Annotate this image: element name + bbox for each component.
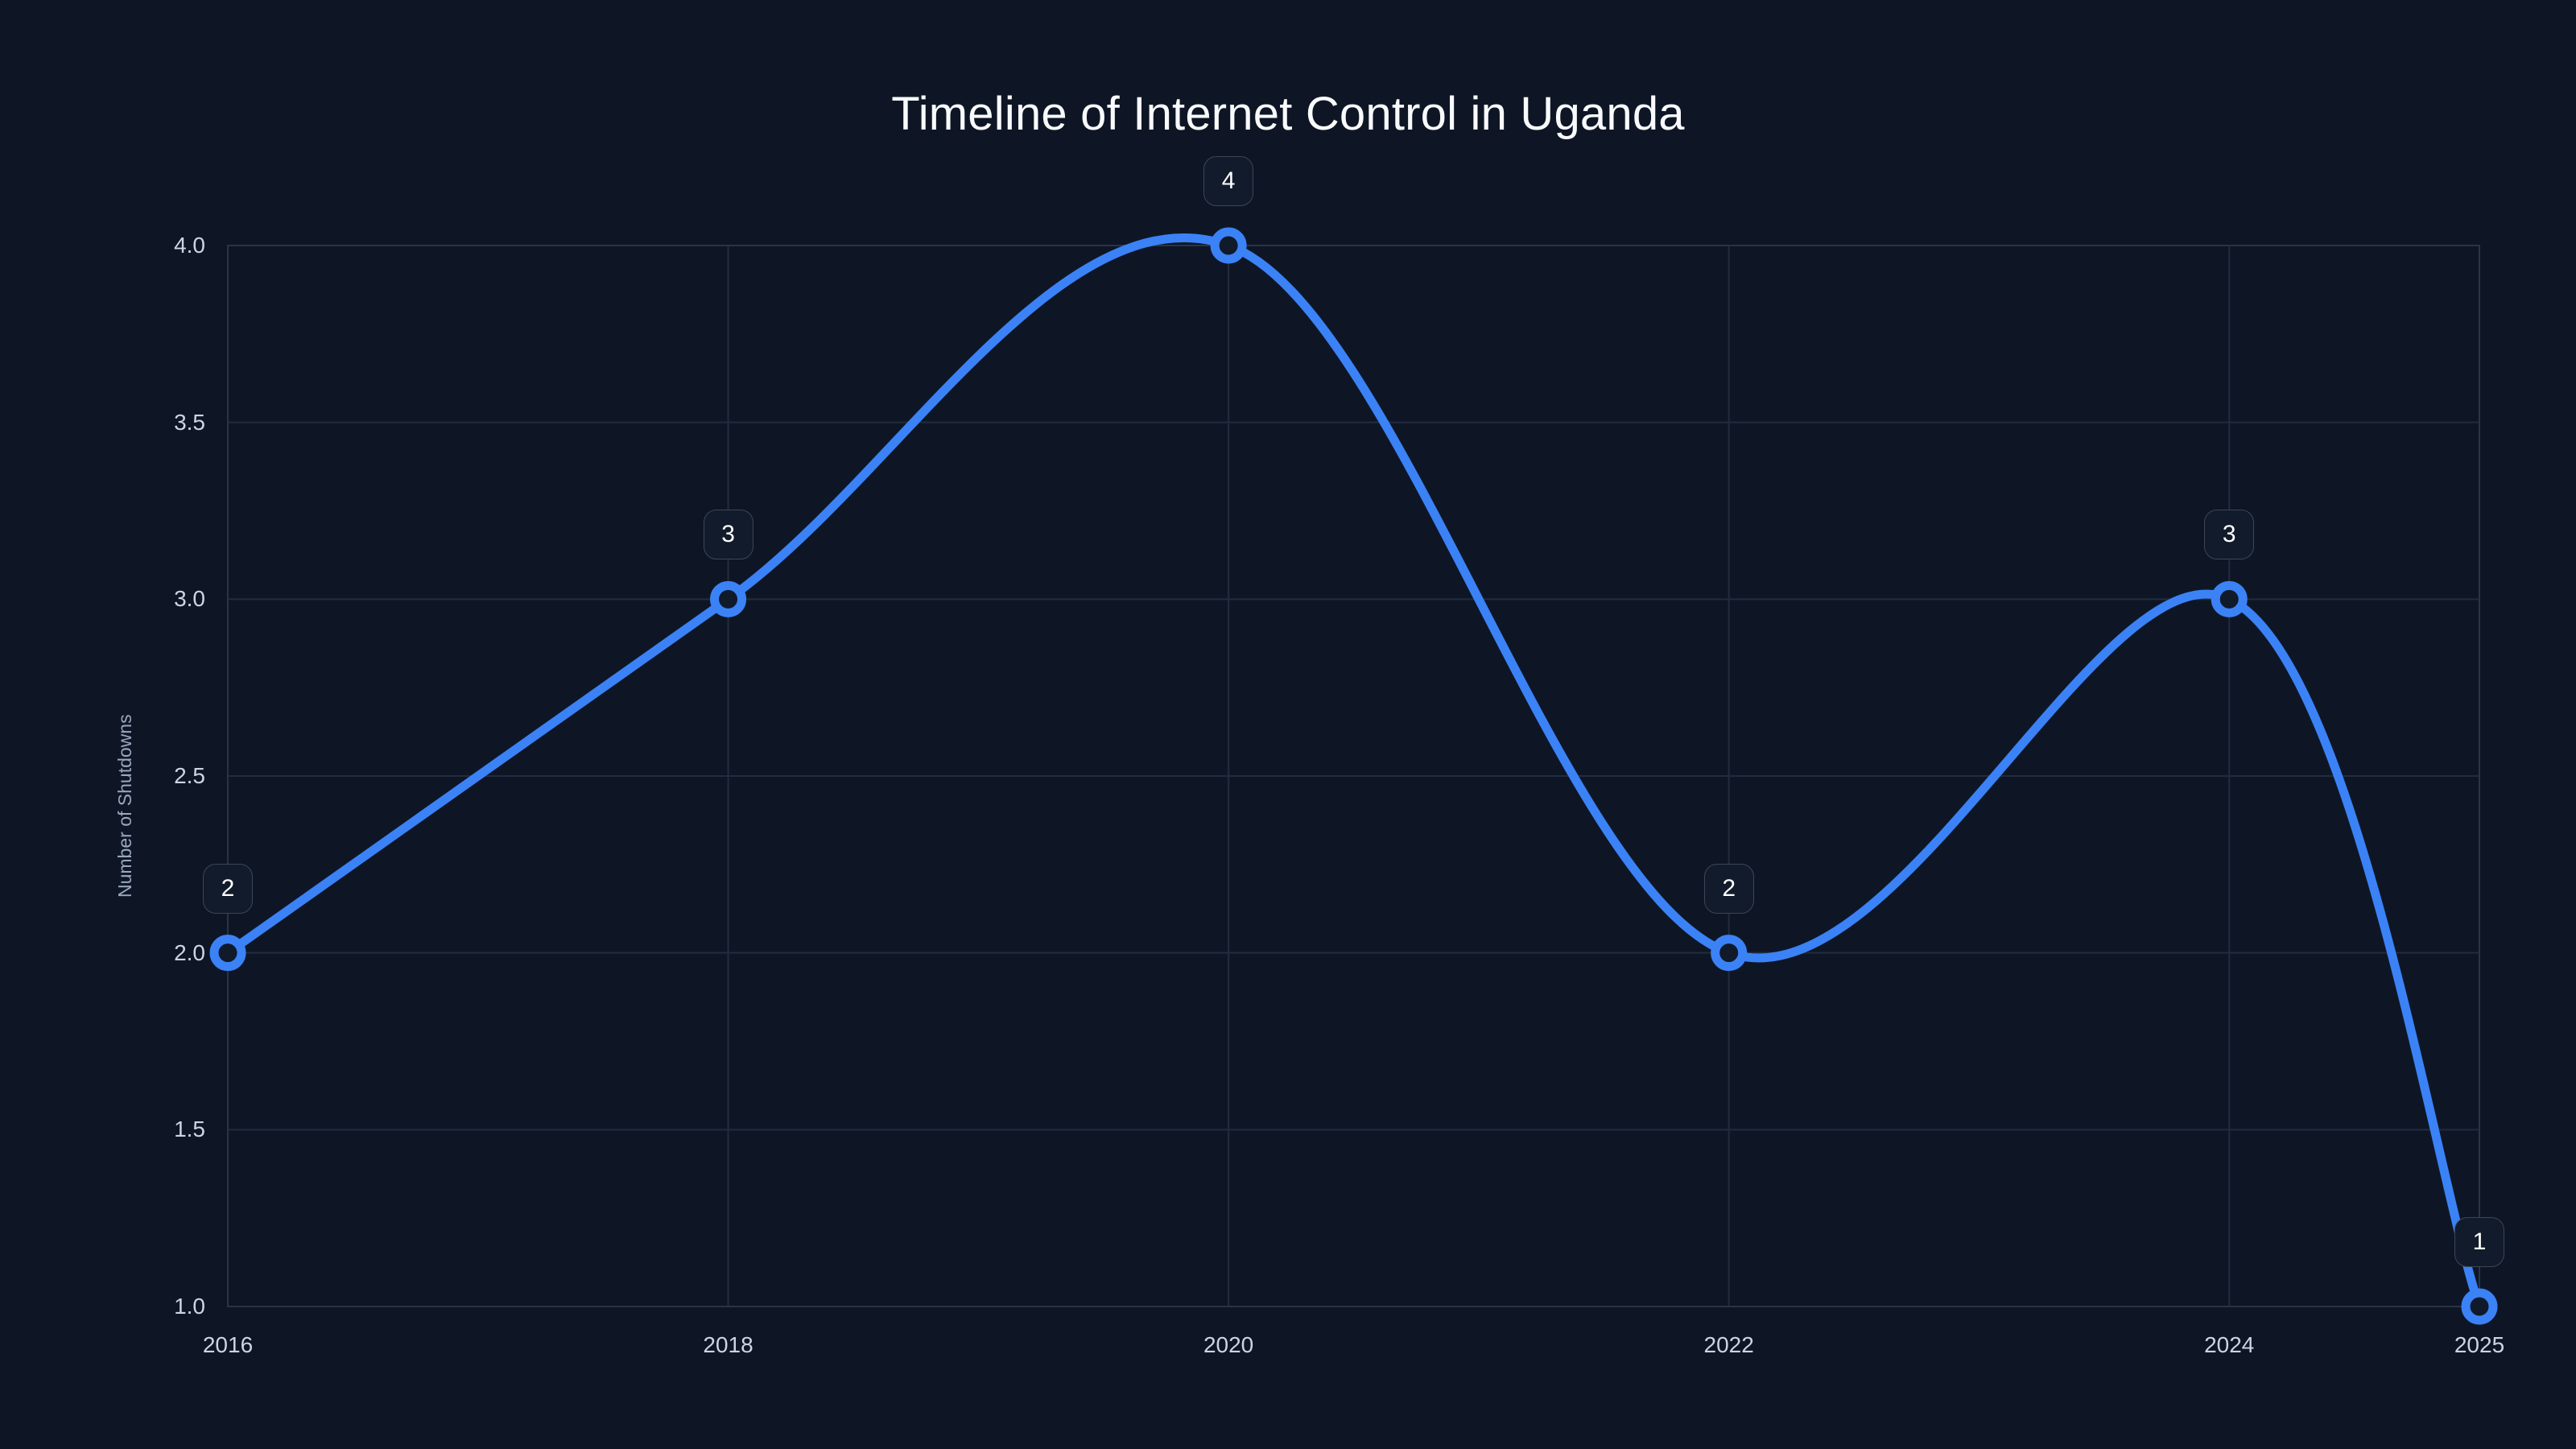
chart-title: Timeline of Internet Control in Uganda <box>891 88 1685 140</box>
x-tick-label: 2016 <box>202 1332 254 1357</box>
y-tick-label: 1.0 <box>174 1294 205 1319</box>
y-tick-label: 3.0 <box>174 586 205 612</box>
data-point-value-badge: 2 <box>1703 863 1754 914</box>
plot-border <box>227 245 2480 1307</box>
data-point-value-badge: 3 <box>703 510 753 560</box>
y-tick-label: 2.5 <box>174 763 205 788</box>
y-tick-label: 1.5 <box>174 1117 205 1142</box>
x-tick-label: 2024 <box>2204 1332 2255 1357</box>
y-tick-label: 4.0 <box>174 233 205 258</box>
data-point-value-badge: 4 <box>1203 156 1254 206</box>
x-tick-label: 2022 <box>1703 1332 1754 1357</box>
data-point-value-badge: 1 <box>2454 1217 2504 1267</box>
data-point-marker <box>2211 580 2248 617</box>
x-tick-label: 2020 <box>1203 1332 1254 1357</box>
data-point-markers <box>209 227 2498 1325</box>
gridlines <box>227 245 2480 1307</box>
y-tick-label: 2.0 <box>174 939 205 965</box>
data-point-marker <box>2461 1288 2498 1325</box>
data-point-marker <box>209 935 246 972</box>
data-point-marker <box>1711 935 1748 972</box>
data-series-line <box>223 233 2484 1311</box>
data-point-marker <box>1210 227 1247 264</box>
x-tick-label: 2018 <box>703 1332 753 1357</box>
plot-border-rect <box>227 245 2480 1307</box>
x-tick-label: 2025 <box>2454 1332 2505 1357</box>
data-point-marker <box>710 580 747 617</box>
series-line-number-of-shutdowns <box>223 233 2484 1311</box>
data-point-value-badge: 2 <box>203 863 253 914</box>
y-tick-label: 3.5 <box>174 409 205 435</box>
data-point-value-badge: 3 <box>2204 510 2255 560</box>
